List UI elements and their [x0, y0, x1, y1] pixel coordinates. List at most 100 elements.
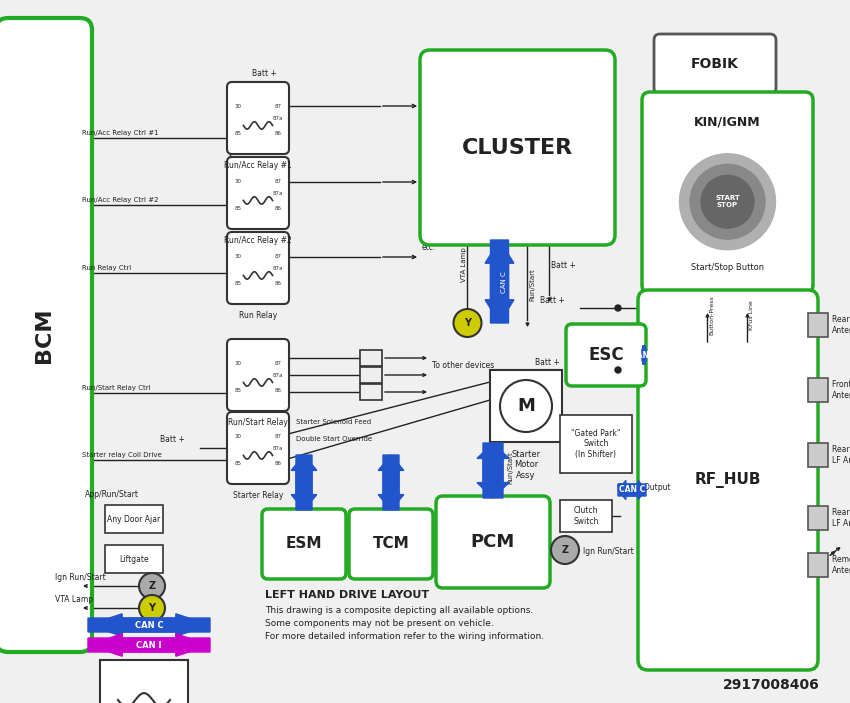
Text: 87: 87	[275, 434, 281, 439]
Text: 85: 85	[235, 206, 241, 211]
Text: Rear Interior LF
Antenna: Rear Interior LF Antenna	[832, 316, 850, 335]
FancyBboxPatch shape	[349, 509, 433, 579]
FancyBboxPatch shape	[436, 496, 550, 588]
Text: 87: 87	[275, 179, 281, 184]
Text: 86: 86	[275, 206, 281, 211]
Text: CAN C: CAN C	[619, 486, 645, 494]
Bar	[360, 384, 382, 400]
Text: Ign Run/Start: Ign Run/Start	[55, 573, 105, 582]
Bar	[808, 506, 828, 530]
Text: For more detailed information refer to the wiring information.: For more detailed information refer to t…	[265, 632, 544, 641]
FancyArrow shape	[618, 480, 646, 500]
Text: Liftgate: Liftgate	[119, 555, 149, 564]
Text: To Cigar
Lighter, Trailer
tow etc.: To Cigar Lighter, Trailer tow etc.	[422, 147, 478, 177]
FancyArrow shape	[88, 634, 210, 656]
FancyArrow shape	[642, 345, 646, 365]
Bar	[808, 553, 828, 577]
Text: 86: 86	[275, 131, 281, 136]
FancyBboxPatch shape	[227, 82, 289, 154]
Bar	[360, 367, 382, 383]
Text: CAN C: CAN C	[631, 351, 657, 359]
FancyArrow shape	[477, 443, 509, 498]
Text: 85: 85	[235, 281, 241, 286]
Bar	[490, 370, 562, 442]
Text: Starter relay Coil Drive: Starter relay Coil Drive	[82, 452, 162, 458]
Text: 87a: 87a	[273, 266, 283, 271]
Text: To Power Windows
and Sunroof: To Power Windows and Sunroof	[422, 86, 492, 106]
FancyArrow shape	[378, 455, 404, 510]
FancyBboxPatch shape	[654, 34, 776, 94]
Text: "Gated Park"
Switch
(In Shifter): "Gated Park" Switch (In Shifter)	[571, 429, 620, 459]
FancyArrow shape	[477, 443, 509, 498]
Text: 87a: 87a	[273, 373, 283, 378]
Text: 86: 86	[275, 388, 281, 393]
Circle shape	[500, 380, 552, 432]
FancyArrow shape	[292, 455, 317, 510]
Text: TCM: TCM	[372, 536, 410, 551]
Circle shape	[679, 154, 775, 250]
Circle shape	[454, 309, 481, 337]
Bar	[808, 313, 828, 337]
Text: 87a: 87a	[273, 191, 283, 196]
Text: Run/Acc Relay #2: Run/Acc Relay #2	[224, 236, 292, 245]
FancyArrow shape	[378, 455, 404, 510]
Text: FOBIK: FOBIK	[691, 57, 739, 71]
Text: 85: 85	[235, 461, 241, 466]
FancyArrow shape	[485, 240, 514, 323]
Text: CAN C: CAN C	[502, 271, 507, 293]
Text: 2917008406: 2917008406	[723, 678, 820, 692]
FancyBboxPatch shape	[227, 412, 289, 484]
Text: 87: 87	[275, 104, 281, 109]
Text: Starter
Motor
Assy: Starter Motor Assy	[512, 450, 541, 480]
Text: 86: 86	[275, 281, 281, 286]
FancyArrow shape	[88, 614, 210, 636]
Text: 86: 86	[275, 461, 281, 466]
Text: ESM: ESM	[286, 536, 322, 551]
Bar	[105, 545, 163, 573]
Text: ESC: ESC	[588, 346, 624, 364]
Text: Starter Solenoid Feed: Starter Solenoid Feed	[296, 419, 371, 425]
FancyBboxPatch shape	[642, 92, 813, 293]
Bar	[808, 443, 828, 467]
Text: Ign Run/Start: Ign Run/Start	[583, 548, 634, 557]
Text: 87a: 87a	[273, 116, 283, 121]
Text: Clutch
Switch: Clutch Switch	[573, 506, 598, 526]
Text: 87: 87	[275, 254, 281, 259]
Text: This drawing is a composite depicting all available options.: This drawing is a composite depicting al…	[265, 606, 533, 615]
Text: 85: 85	[235, 388, 241, 393]
Text: Run Relay Ctrl: Run Relay Ctrl	[82, 265, 131, 271]
Text: Batt +: Batt +	[252, 69, 277, 78]
Text: CAN C: CAN C	[134, 621, 163, 629]
Text: 87: 87	[275, 361, 281, 366]
Text: Some components may not be present on vehicle.: Some components may not be present on ve…	[265, 619, 494, 628]
Circle shape	[139, 595, 165, 621]
Text: RF_HUB: RF_HUB	[694, 472, 762, 488]
Text: 30: 30	[235, 254, 241, 259]
Text: Rear Door Right
LF Antenna: Rear Door Right LF Antenna	[832, 445, 850, 465]
Text: Z: Z	[149, 581, 156, 591]
Text: 30: 30	[235, 179, 241, 184]
Circle shape	[139, 573, 165, 599]
Text: KFus Line: KFus Line	[750, 300, 755, 330]
Text: Y: Y	[149, 603, 156, 613]
FancyArrow shape	[292, 455, 317, 510]
Text: Button-Press: Button-Press	[710, 295, 715, 335]
Circle shape	[690, 165, 765, 239]
FancyBboxPatch shape	[638, 290, 818, 670]
Text: LEFT HAND DRIVE LAYOUT: LEFT HAND DRIVE LAYOUT	[265, 590, 429, 600]
FancyBboxPatch shape	[420, 50, 615, 245]
Bar	[100, 660, 188, 703]
Text: Any Door Ajar: Any Door Ajar	[107, 515, 161, 524]
Text: Run Relay: Run Relay	[239, 311, 277, 320]
Text: Front Interior LF
Antenna: Front Interior LF Antenna	[832, 380, 850, 400]
Text: 30: 30	[235, 104, 241, 109]
Text: Batt +: Batt +	[160, 435, 185, 444]
Circle shape	[615, 305, 621, 311]
Text: START
STOP: START STOP	[715, 195, 740, 208]
FancyBboxPatch shape	[227, 339, 289, 411]
Text: Run/Acc Relay #1: Run/Acc Relay #1	[224, 161, 292, 170]
Text: Rear Door Left
LF Antenna: Rear Door Left LF Antenna	[832, 508, 850, 528]
Text: Run/Acc Relay Ctrl #2: Run/Acc Relay Ctrl #2	[82, 197, 158, 203]
Text: Run/Start Relay: Run/Start Relay	[228, 418, 288, 427]
FancyArrow shape	[485, 240, 514, 323]
